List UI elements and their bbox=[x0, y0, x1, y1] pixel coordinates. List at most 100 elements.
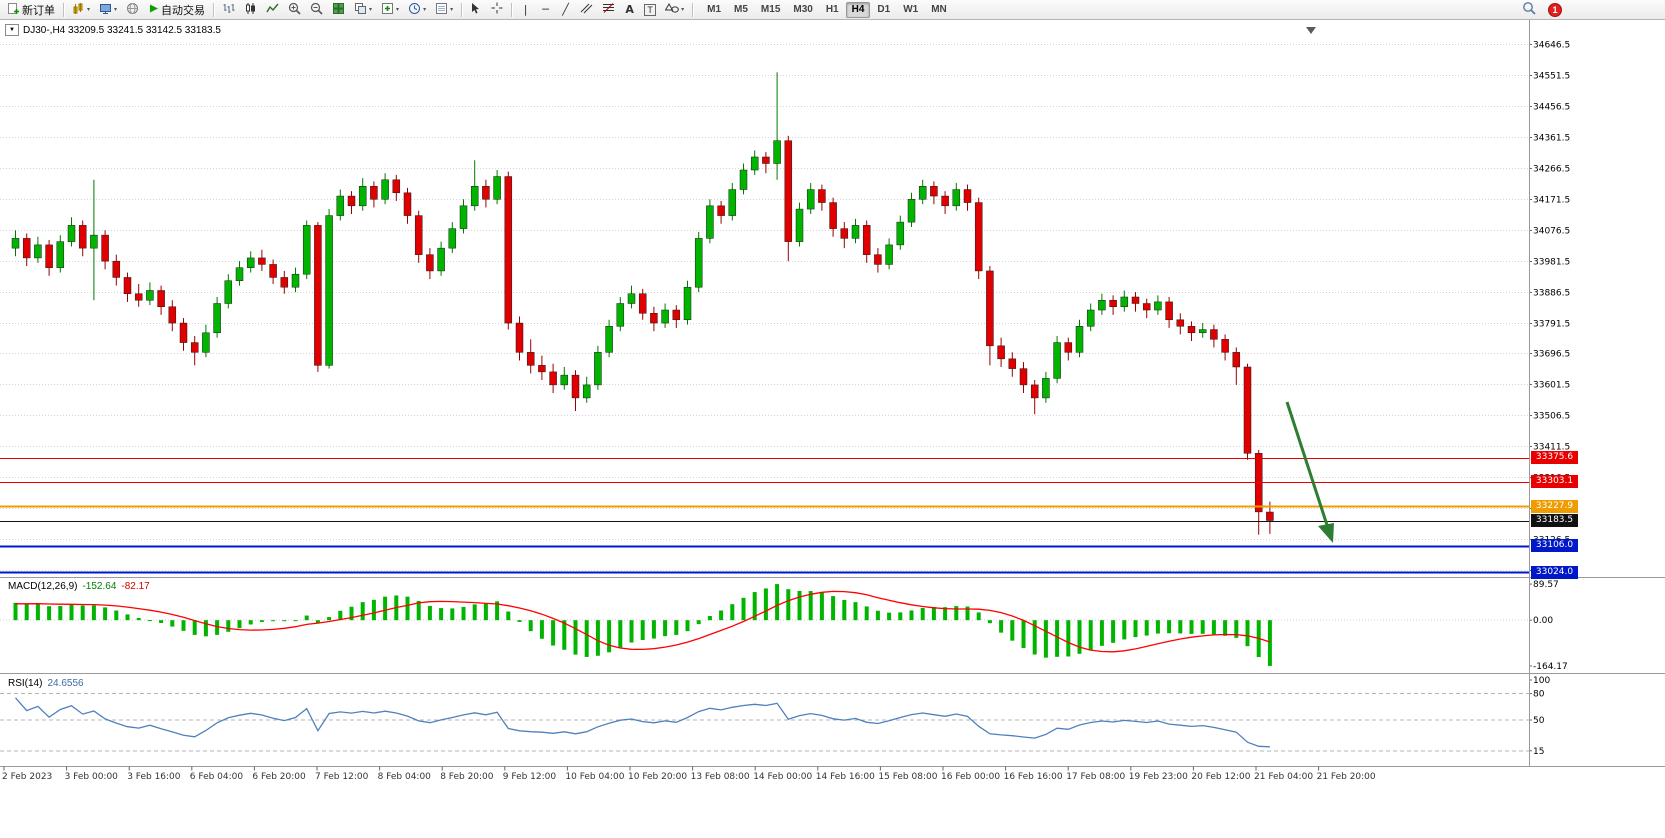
chevron-down-icon: ▾ bbox=[87, 6, 91, 13]
symbol-ohlc-text: DJ30-,H4 33209.5 33241.5 33142.5 33183.5 bbox=[23, 24, 221, 36]
svg-text:80: 80 bbox=[1533, 690, 1545, 700]
auto-trading-button[interactable]: 自动交易 bbox=[144, 1, 209, 19]
timeframe-button-M5[interactable]: M5 bbox=[734, 4, 748, 15]
svg-text:21 Feb 04:00: 21 Feb 04:00 bbox=[1254, 772, 1313, 782]
tile-windows-button[interactable] bbox=[328, 1, 349, 19]
tile-windows-icon bbox=[332, 2, 345, 18]
clock-icon bbox=[408, 2, 421, 18]
new-chart-icon bbox=[72, 2, 85, 18]
vertical-line-tool-button[interactable]: | bbox=[516, 1, 535, 19]
chart-shift-marker[interactable] bbox=[1306, 27, 1316, 34]
price-level-tag: 33227.9 bbox=[1531, 499, 1578, 513]
crosshair-tool-button[interactable] bbox=[487, 1, 507, 19]
zoom-in-icon bbox=[288, 2, 301, 18]
svg-text:13 Feb 08:00: 13 Feb 08:00 bbox=[691, 772, 750, 782]
community-button[interactable] bbox=[122, 1, 143, 19]
new-order-button[interactable]: 新订单 bbox=[3, 1, 59, 19]
svg-text:33506.5: 33506.5 bbox=[1533, 412, 1570, 422]
svg-text:-164.17: -164.17 bbox=[1533, 662, 1568, 672]
toolbar-separator bbox=[692, 2, 694, 17]
cursor-icon bbox=[470, 2, 482, 17]
auto-trading-icon bbox=[148, 3, 159, 17]
chart-candles-button[interactable] bbox=[240, 1, 261, 19]
zoom-out-button[interactable] bbox=[306, 1, 327, 19]
toolbar: 新订单 ▾ ▾ 自动交易 bbox=[0, 0, 1665, 20]
timeframe-button-H1[interactable]: H1 bbox=[825, 4, 839, 15]
svg-text:34361.5: 34361.5 bbox=[1533, 134, 1570, 144]
price-chart[interactable]: 34646.5 34551.5 34456.5 34361.5 34266.5 34171… bbox=[0, 20, 1665, 838]
chart-bars-button[interactable] bbox=[218, 1, 239, 19]
svg-text:34646.5: 34646.5 bbox=[1533, 41, 1570, 51]
horizontal-line-tool-button[interactable]: ─ bbox=[536, 1, 555, 19]
community-icon bbox=[126, 2, 139, 18]
timeframe-button-D1[interactable]: D1 bbox=[877, 4, 891, 15]
timeframe-toolbar: M1 M5 M15 M30 H1 H4 D1 W1 MN bbox=[701, 1, 953, 18]
svg-text:100: 100 bbox=[1533, 676, 1550, 686]
svg-text:33696.5: 33696.5 bbox=[1533, 350, 1570, 360]
chart-line-button[interactable] bbox=[262, 1, 283, 19]
text-label-tool-button[interactable]: T bbox=[640, 1, 660, 19]
trendline-tool-button[interactable]: ╱ bbox=[556, 1, 575, 19]
svg-text:0.00: 0.00 bbox=[1533, 616, 1553, 626]
search-button[interactable] bbox=[1518, 1, 1540, 19]
price-level-tag: 33024.0 bbox=[1531, 565, 1578, 579]
fibonacci-tool-button[interactable] bbox=[598, 1, 619, 19]
period-clock-button[interactable]: ▾ bbox=[404, 1, 430, 19]
svg-text:33886.5: 33886.5 bbox=[1533, 289, 1570, 299]
svg-text:3 Feb 16:00: 3 Feb 16:00 bbox=[127, 772, 181, 782]
svg-text:33411.5: 33411.5 bbox=[1533, 443, 1570, 453]
notification-badge[interactable]: 1 bbox=[1548, 2, 1562, 17]
text-tool-button[interactable]: A bbox=[620, 1, 639, 19]
cascade-windows-button[interactable]: ▾ bbox=[350, 1, 376, 19]
profiles-button[interactable]: ▾ bbox=[95, 1, 121, 19]
new-order-label: 新订单 bbox=[22, 4, 55, 17]
price-level-tag: 33106.0 bbox=[1531, 539, 1578, 553]
macd-signal-value: -82.17 bbox=[121, 581, 150, 592]
timeframe-button-MN[interactable]: MN bbox=[931, 4, 947, 15]
crosshair-icon bbox=[491, 2, 503, 17]
zoom-in-button[interactable] bbox=[284, 1, 305, 19]
price-level-tag: 33303.1 bbox=[1531, 475, 1578, 489]
svg-text:19 Feb 23:00: 19 Feb 23:00 bbox=[1129, 772, 1188, 782]
svg-text:50: 50 bbox=[1533, 716, 1545, 726]
ohlc-dropdown-icon[interactable]: ▼ bbox=[5, 24, 19, 36]
candles-chart-icon bbox=[244, 2, 257, 18]
text-icon: A bbox=[625, 3, 634, 16]
svg-text:10 Feb 04:00: 10 Feb 04:00 bbox=[565, 772, 624, 782]
svg-text:14 Feb 16:00: 14 Feb 16:00 bbox=[816, 772, 875, 782]
timeframe-button-M30[interactable]: M30 bbox=[793, 4, 813, 15]
svg-text:6 Feb 20:00: 6 Feb 20:00 bbox=[252, 772, 306, 782]
svg-text:8 Feb 20:00: 8 Feb 20:00 bbox=[440, 772, 494, 782]
toolbar-right-group: 1 bbox=[1518, 1, 1562, 19]
toolbar-separator bbox=[461, 2, 463, 17]
svg-text:6 Feb 04:00: 6 Feb 04:00 bbox=[190, 772, 244, 782]
toolbar-separator bbox=[511, 2, 513, 17]
timeframe-button-M1[interactable]: M1 bbox=[707, 4, 722, 15]
svg-text:16 Feb 00:00: 16 Feb 00:00 bbox=[941, 772, 1000, 782]
svg-text:33791.5: 33791.5 bbox=[1533, 320, 1570, 330]
cursor-tool-button[interactable] bbox=[466, 1, 486, 19]
channel-tool-button[interactable] bbox=[576, 1, 597, 19]
macd-label: MACD(12,26,9) -152.64 -82.17 bbox=[8, 581, 150, 592]
templates-button[interactable]: ▾ bbox=[431, 1, 457, 19]
add-indicator-button[interactable]: ▾ bbox=[377, 1, 403, 19]
current-price-tag: 33183.5 bbox=[1531, 514, 1578, 527]
svg-text:34456.5: 34456.5 bbox=[1533, 103, 1570, 113]
text-label-icon: T bbox=[644, 3, 657, 16]
toolbar-separator bbox=[63, 2, 64, 17]
indicator-layer bbox=[13, 584, 1272, 748]
svg-text:8 Feb 04:00: 8 Feb 04:00 bbox=[378, 772, 432, 782]
timeframe-button-H4[interactable]: H4 bbox=[845, 1, 871, 18]
bars-chart-icon bbox=[222, 2, 235, 18]
toolbar-separator bbox=[213, 2, 215, 17]
timeframe-button-W1[interactable]: W1 bbox=[903, 4, 919, 15]
shapes-tool-button[interactable]: ▾ bbox=[661, 1, 688, 19]
svg-text:16 Feb 16:00: 16 Feb 16:00 bbox=[1004, 772, 1063, 782]
timeframe-button-M15[interactable]: M15 bbox=[760, 4, 781, 15]
chevron-down-icon: ▾ bbox=[114, 6, 118, 13]
svg-text:89.57: 89.57 bbox=[1533, 580, 1559, 590]
new-chart-button[interactable]: ▾ bbox=[68, 1, 94, 19]
macd-name: MACD(12,26,9) bbox=[8, 581, 78, 592]
chevron-down-icon: ▾ bbox=[423, 6, 427, 13]
